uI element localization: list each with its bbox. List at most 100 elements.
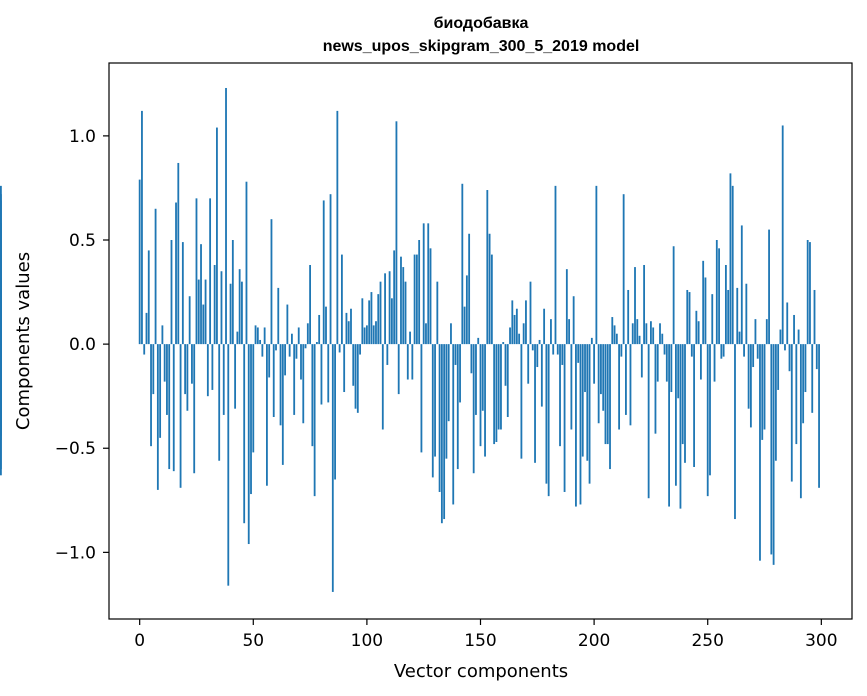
bar xyxy=(625,344,627,415)
bar xyxy=(184,344,187,395)
bar xyxy=(818,344,820,488)
bar xyxy=(450,323,452,345)
y-tick-label: −1.0 xyxy=(55,543,96,563)
bar xyxy=(429,248,432,345)
bar xyxy=(572,296,575,345)
bar xyxy=(684,344,686,463)
chart-subtitle: news_upos_skipgram_300_5_2019 model xyxy=(323,38,640,55)
bar xyxy=(475,344,477,415)
bar xyxy=(611,317,614,345)
bar xyxy=(752,344,755,368)
bar xyxy=(306,323,309,345)
bar xyxy=(627,289,630,345)
bar xyxy=(163,344,166,382)
bar xyxy=(320,344,323,405)
bar xyxy=(425,323,427,345)
bar xyxy=(370,292,373,345)
bar xyxy=(600,344,602,395)
bar xyxy=(656,344,659,382)
bar xyxy=(327,344,330,403)
bar xyxy=(595,185,598,345)
bar xyxy=(645,323,648,345)
bar xyxy=(756,344,759,359)
bar xyxy=(545,344,548,484)
bar xyxy=(672,246,675,345)
bar xyxy=(202,304,205,345)
x-tick-label: 300 xyxy=(805,631,837,651)
bar xyxy=(754,319,757,345)
bar xyxy=(170,240,173,345)
bar xyxy=(422,223,425,345)
bar xyxy=(375,321,377,345)
bar xyxy=(618,344,621,430)
bar xyxy=(681,344,684,445)
bar xyxy=(247,344,250,545)
bar xyxy=(406,344,409,380)
bar xyxy=(472,344,475,474)
bar xyxy=(279,344,282,426)
bar xyxy=(772,344,775,565)
bar xyxy=(397,344,400,395)
bar xyxy=(550,319,552,345)
x-tick-label: 200 xyxy=(578,631,610,651)
bar xyxy=(354,344,357,409)
bar xyxy=(568,319,571,345)
bar xyxy=(454,344,457,365)
bar xyxy=(266,344,268,486)
bar xyxy=(747,344,750,409)
bar xyxy=(318,314,321,345)
bar xyxy=(234,344,237,409)
bar xyxy=(552,344,555,355)
bar xyxy=(584,344,586,393)
bar xyxy=(486,190,489,345)
bar xyxy=(565,269,568,345)
bar xyxy=(481,344,484,411)
bar xyxy=(531,344,534,351)
bar xyxy=(795,344,798,445)
bar xyxy=(334,344,336,480)
bar xyxy=(615,333,618,345)
bar xyxy=(761,344,764,440)
bar xyxy=(291,333,293,345)
bar xyxy=(731,185,734,345)
y-tick-label: −0.5 xyxy=(55,439,96,459)
bar xyxy=(781,125,784,345)
x-tick-label: 0 xyxy=(134,631,145,651)
bar xyxy=(211,344,214,390)
bar xyxy=(0,344,2,357)
bar xyxy=(443,344,446,520)
bar xyxy=(195,198,198,345)
bar xyxy=(0,344,2,418)
bar xyxy=(402,267,405,345)
bar xyxy=(724,264,727,345)
bar xyxy=(679,344,682,509)
bar xyxy=(238,269,241,345)
bar xyxy=(250,344,252,495)
bar xyxy=(515,308,518,345)
bar xyxy=(597,344,600,424)
bar xyxy=(634,267,636,345)
bar xyxy=(284,344,287,376)
bar xyxy=(765,319,768,345)
bar xyxy=(727,289,730,345)
bar xyxy=(734,344,736,520)
x-tick-label: 250 xyxy=(691,631,723,651)
bar xyxy=(313,344,316,497)
bar xyxy=(168,344,171,470)
bar xyxy=(204,279,207,345)
bar xyxy=(740,225,743,345)
bar xyxy=(0,323,2,345)
bar xyxy=(315,342,318,345)
bar xyxy=(650,321,652,345)
bar xyxy=(225,87,227,345)
bar xyxy=(356,344,359,413)
bar xyxy=(409,331,411,345)
bar xyxy=(281,344,284,465)
bar xyxy=(811,344,814,413)
bar xyxy=(445,344,448,459)
bar xyxy=(231,240,234,345)
bar xyxy=(695,310,698,345)
bar xyxy=(659,323,661,345)
bar xyxy=(729,173,732,345)
bar xyxy=(525,300,527,345)
